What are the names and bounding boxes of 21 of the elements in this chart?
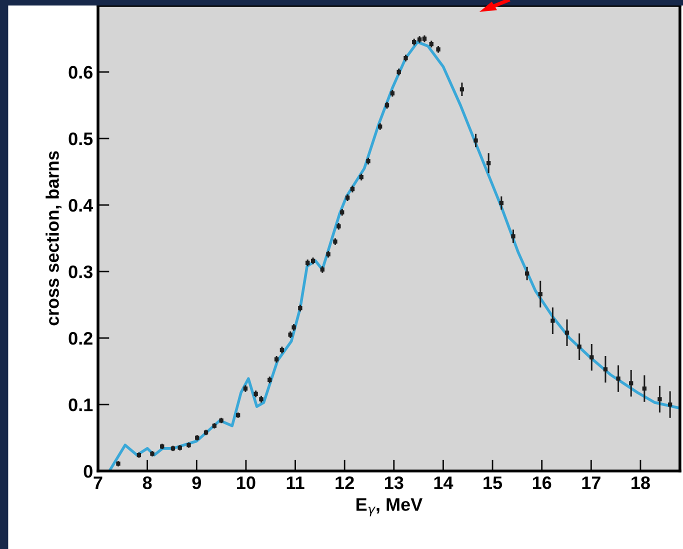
x-tick-label: 17 (582, 476, 600, 489)
y-tick-label: 0.6 (68, 66, 92, 79)
x-tick-label: 13 (384, 476, 404, 490)
x-axis-title: E$_{γ}$, MeV (356, 498, 423, 516)
x-tick-label: 11 (286, 476, 304, 489)
y-tick-label: 0.1 (68, 398, 93, 412)
y-tick-label: 0.4 (68, 198, 94, 212)
x-tick-label: 18 (632, 476, 650, 490)
x-tick-label: 8 (142, 476, 152, 490)
y-axis-title: cross section, barns (46, 151, 62, 326)
x-tick-label: 7 (94, 476, 102, 489)
y-tick-label: 0.3 (68, 265, 92, 278)
y-tick-label: 0 (84, 464, 92, 478)
x-tick-label: 15 (484, 476, 502, 490)
x-tick-label: 16 (532, 476, 552, 490)
x-tick-label: 14 (434, 476, 454, 489)
x-tick-label: 12 (336, 476, 354, 489)
y-tick-label: 0.2 (68, 332, 92, 345)
x-tick-label: 10 (237, 476, 256, 490)
x-tick-label: 9 (192, 476, 201, 490)
y-tick-label: 0.5 (68, 132, 93, 146)
